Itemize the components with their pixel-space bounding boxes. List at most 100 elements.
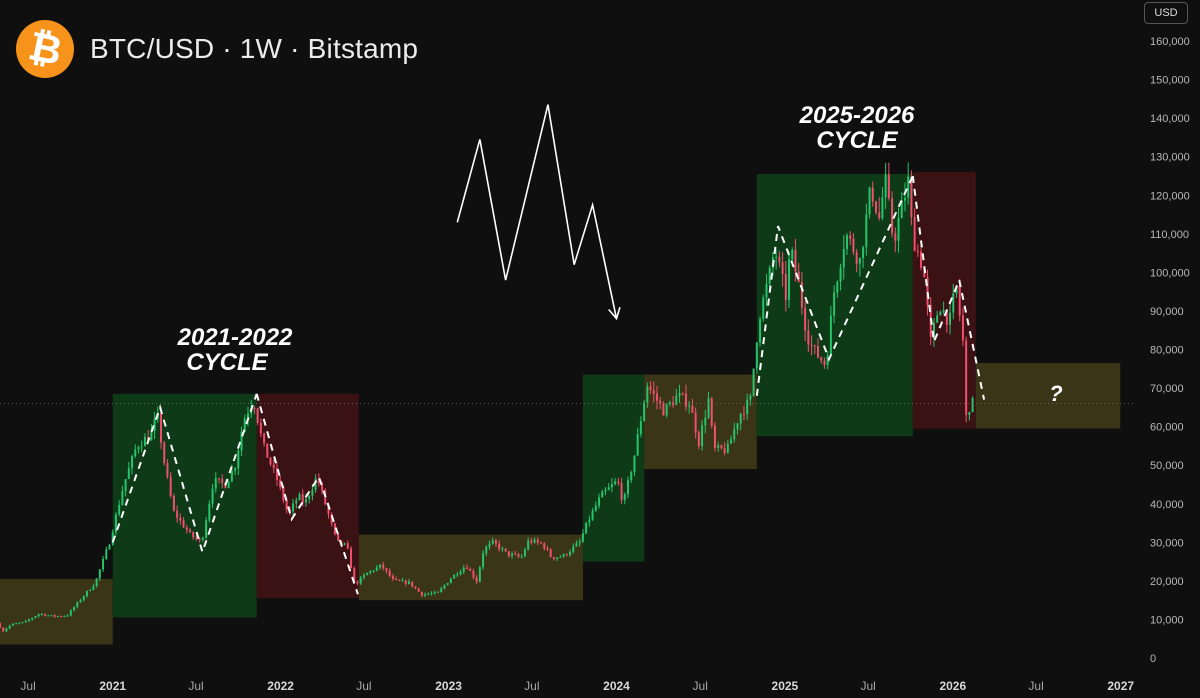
candle-down bbox=[778, 256, 781, 263]
candle-up bbox=[868, 187, 871, 215]
candle-down bbox=[820, 357, 823, 361]
x-axis-tick-label: Jul bbox=[693, 679, 708, 693]
candle-down bbox=[804, 307, 807, 331]
candle-up bbox=[211, 488, 214, 504]
candle-up bbox=[752, 368, 755, 396]
candle-up bbox=[733, 429, 736, 440]
candle-up bbox=[482, 553, 485, 568]
candle-down bbox=[404, 580, 407, 584]
candle-down bbox=[894, 233, 897, 241]
candle-down bbox=[540, 542, 543, 544]
candle-up bbox=[749, 395, 752, 400]
candle-up bbox=[5, 628, 8, 632]
candle-up bbox=[591, 510, 594, 520]
pattern-arrow-head bbox=[608, 306, 621, 321]
candle-down bbox=[221, 478, 224, 483]
candle-up bbox=[76, 602, 79, 608]
y-axis-tick-label: 160,000 bbox=[1150, 36, 1190, 48]
y-axis-tick-label: 120,000 bbox=[1150, 190, 1190, 202]
candle-up bbox=[903, 197, 906, 201]
candle-down bbox=[53, 615, 56, 617]
candle-down bbox=[617, 481, 620, 484]
candle-up bbox=[707, 398, 710, 418]
chart-header: ₿ BTC/USD · 1W · Bitstamp bbox=[16, 20, 418, 78]
candle-down bbox=[720, 445, 723, 449]
candle-down bbox=[655, 393, 658, 401]
candle-down bbox=[723, 448, 726, 453]
candle-down bbox=[662, 403, 665, 416]
candle-up bbox=[427, 593, 430, 595]
y-axis-tick-label: 20,000 bbox=[1150, 576, 1184, 588]
candle-down bbox=[549, 549, 552, 558]
candle-up bbox=[826, 355, 829, 366]
candle-up bbox=[295, 500, 298, 504]
x-axis-tick-label: 2023 bbox=[435, 679, 462, 693]
candle-down bbox=[713, 425, 716, 448]
candle-up bbox=[581, 533, 584, 542]
cycle-dashed-path bbox=[111, 393, 258, 556]
candle-up bbox=[623, 494, 626, 501]
candle-up bbox=[668, 402, 671, 405]
currency-button[interactable]: USD bbox=[1144, 2, 1188, 24]
candle-up bbox=[433, 592, 436, 594]
candle-down bbox=[263, 433, 266, 444]
candle-down bbox=[388, 570, 391, 577]
candle-down bbox=[185, 527, 188, 531]
candle-up bbox=[436, 591, 439, 593]
candle-up bbox=[955, 285, 958, 294]
candle-down bbox=[417, 588, 420, 592]
candle-up bbox=[369, 570, 372, 573]
candle-down bbox=[849, 235, 852, 239]
candle-up bbox=[40, 614, 43, 616]
candle-down bbox=[784, 274, 787, 300]
cycle-dashed-path bbox=[255, 393, 359, 595]
y-axis-tick-label: 110,000 bbox=[1150, 229, 1189, 241]
y-axis-tick-label: 0 bbox=[1150, 653, 1156, 665]
cycle-dashed-path bbox=[911, 175, 986, 400]
candle-up bbox=[118, 504, 121, 515]
cycle-pattern-path bbox=[456, 104, 618, 319]
candle-down bbox=[333, 523, 336, 535]
candle-up bbox=[971, 397, 974, 413]
candle-up bbox=[240, 431, 243, 451]
candle-down bbox=[2, 627, 5, 632]
candle-up bbox=[559, 556, 562, 558]
candle-down bbox=[301, 494, 304, 503]
candle-up bbox=[372, 570, 375, 572]
candle-up bbox=[379, 564, 382, 568]
candle-up bbox=[73, 607, 76, 611]
candle-up bbox=[311, 489, 314, 496]
candle-up bbox=[907, 176, 910, 198]
candle-up bbox=[858, 258, 861, 264]
y-axis-tick-label: 10,000 bbox=[1150, 614, 1184, 626]
candle-up bbox=[56, 616, 59, 618]
candle-up bbox=[833, 292, 836, 316]
candle-up bbox=[401, 580, 404, 582]
x-axis-tick-label: Jul bbox=[188, 679, 203, 693]
candle-down bbox=[530, 540, 533, 543]
candle-down bbox=[913, 216, 916, 252]
candle-up bbox=[765, 283, 768, 298]
candle-down bbox=[694, 412, 697, 433]
candle-up bbox=[453, 574, 456, 579]
candle-up bbox=[15, 623, 18, 625]
candle-down bbox=[256, 408, 259, 423]
candle-up bbox=[237, 450, 240, 469]
candle-down bbox=[546, 548, 549, 550]
x-axis-tick-label: Jul bbox=[356, 679, 371, 693]
candle-up bbox=[205, 520, 208, 538]
candle-up bbox=[34, 616, 37, 618]
candle-down bbox=[317, 478, 320, 484]
candle-down bbox=[269, 457, 272, 465]
candle-down bbox=[182, 520, 185, 528]
candle-down bbox=[166, 462, 169, 477]
candle-up bbox=[18, 622, 21, 624]
candle-down bbox=[800, 282, 803, 308]
candle-down bbox=[552, 557, 555, 559]
candle-down bbox=[253, 408, 256, 410]
candle-down bbox=[852, 238, 855, 253]
candle-down bbox=[691, 405, 694, 413]
candle-up bbox=[31, 617, 34, 620]
candle-up bbox=[936, 315, 939, 323]
